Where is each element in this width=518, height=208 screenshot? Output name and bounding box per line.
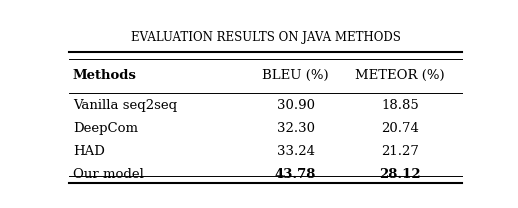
Text: BLEU (%): BLEU (%) xyxy=(262,69,329,82)
Text: Methods: Methods xyxy=(73,69,137,82)
Text: EVALUATION RESULTS ON JAVA METHODS: EVALUATION RESULTS ON JAVA METHODS xyxy=(131,31,400,44)
Text: Vanilla seq2seq: Vanilla seq2seq xyxy=(73,99,177,111)
Text: 28.12: 28.12 xyxy=(379,168,421,181)
Text: 43.78: 43.78 xyxy=(275,168,316,181)
Text: 20.74: 20.74 xyxy=(381,122,419,135)
Text: HAD: HAD xyxy=(73,145,105,158)
Text: 32.30: 32.30 xyxy=(277,122,314,135)
Text: Our model: Our model xyxy=(73,168,143,181)
Text: 18.85: 18.85 xyxy=(381,99,419,111)
Text: 21.27: 21.27 xyxy=(381,145,419,158)
Text: DeepCom: DeepCom xyxy=(73,122,138,135)
Text: 30.90: 30.90 xyxy=(277,99,314,111)
Text: 33.24: 33.24 xyxy=(277,145,314,158)
Text: METEOR (%): METEOR (%) xyxy=(355,69,445,82)
